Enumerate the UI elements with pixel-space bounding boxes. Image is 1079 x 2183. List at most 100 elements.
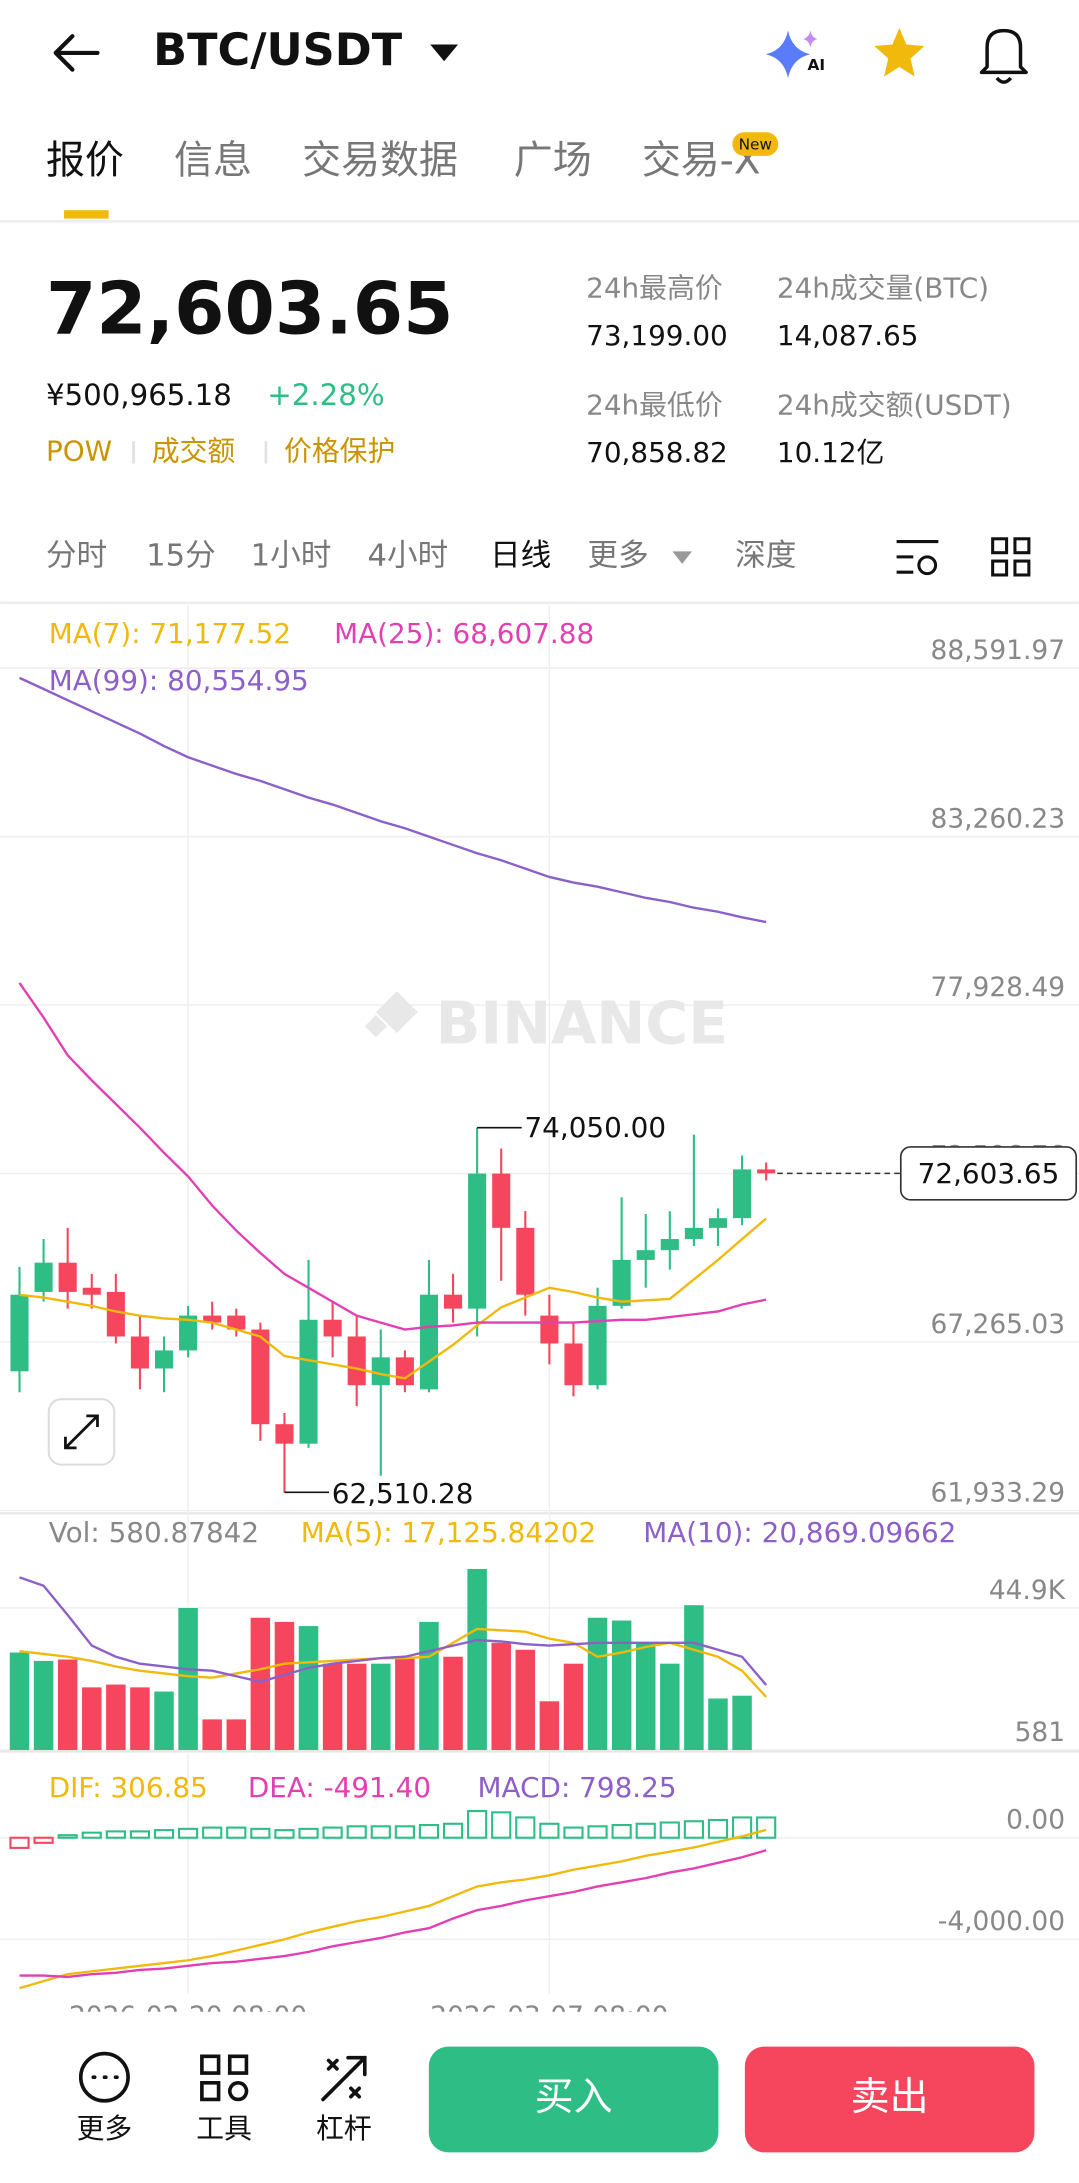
tab[interactable]: 交易数据 [302,138,458,183]
volume-bar [33,1660,54,1751]
tool-icon[interactable] [200,2054,249,2102]
macd-bar [153,1829,175,1839]
candle-body [516,1227,535,1295]
stat-label: 24h成交额(USDT) [777,389,1012,422]
legend-entry: MA(7): 71,177.52 [49,617,291,650]
expand-button[interactable] [47,1398,116,1466]
volume-bar [154,1691,174,1751]
volume-bar [202,1719,222,1751]
candle-body [203,1315,222,1323]
volume-bar [515,1649,536,1751]
y-tick-label: 61,933.29 [931,1477,1066,1508]
expand-icon [64,1414,99,1450]
sell-label: 卖出 [851,2075,929,2120]
interval[interactable]: 更多 [588,538,649,573]
volume-bar [274,1621,295,1751]
volume-bar [57,1659,78,1751]
tool-icon[interactable] [78,2051,130,2103]
candle-body [588,1305,607,1386]
buy-button[interactable] [428,2046,719,2153]
ma-line [19,1849,767,1979]
ai-button[interactable]: AI [765,30,825,78]
candle-body [275,1424,294,1444]
macd-bar [418,1824,440,1839]
macd-bar [731,1816,753,1839]
candle-body [636,1250,655,1260]
tag[interactable]: 价格保护 [284,434,395,467]
y-tick-label: 88,591.97 [931,635,1066,666]
volume-bar [708,1698,728,1751]
notification-button[interactable] [979,28,1028,84]
interval[interactable]: 日线 [490,538,551,573]
sell-button[interactable] [744,2046,1035,2153]
ma-line [19,676,767,924]
ma-line [19,1828,767,1990]
volume-bar [178,1607,198,1751]
interval[interactable]: 15分 [146,538,216,573]
volume-bar [467,1568,487,1751]
volume-bar [539,1701,560,1751]
favorite-button[interactable] [874,27,925,77]
macd-bar [250,1827,271,1839]
interval[interactable]: 深度 [735,538,796,573]
stat-value: 14,087.65 [777,319,919,352]
macd-bar [707,1818,729,1839]
pair-title[interactable]: BTC/USDT [153,24,403,76]
candle-body [757,1169,776,1174]
tag[interactable]: POW [46,434,112,467]
back-button[interactable] [53,34,100,72]
volume-bar [9,1652,30,1751]
macd-bar [467,1810,488,1839]
volume-bar [587,1617,608,1751]
candle-body [130,1336,149,1369]
candle-body [564,1343,583,1386]
interval[interactable]: 分时 [46,538,107,573]
legend-entry: MA(10): 20,869.09662 [643,1516,956,1549]
volume-bar [443,1656,463,1751]
macd-bar [515,1816,536,1839]
fiat-price: ¥500,965.18 [46,378,232,412]
legend-entry: MA(99): 80,554.95 [49,664,309,697]
watermark: BINANCE [436,990,728,1058]
watermark-logo [364,991,418,1038]
macd-bar [635,1822,656,1839]
volume-bar [660,1663,680,1751]
candle-body [443,1294,463,1309]
stat-value: 70,858.82 [586,436,728,469]
candle-body [492,1173,511,1228]
tab[interactable]: 报价 [46,138,124,183]
interval-dropdown[interactable] [672,551,692,564]
interval[interactable]: 4小时 [368,538,449,573]
macd-bar [346,1825,367,1839]
price-box [899,1146,1078,1201]
interval[interactable]: 1小时 [251,538,332,573]
macd-bar [226,1826,247,1839]
tag[interactable]: 成交额 [152,434,236,467]
volume-bar [732,1695,752,1751]
last-price: 72,603.65 [46,267,454,351]
y-tick-label: 44.9K [989,1575,1066,1606]
legend-entry: DEA: -491.40 [248,1771,431,1804]
macd-bar [202,1826,223,1839]
tool-icon[interactable] [321,2055,367,2102]
badge-bg [732,132,779,156]
candle-body [540,1315,559,1344]
volume-bar [395,1656,415,1751]
layout-button[interactable] [991,537,1031,577]
volume-bar [106,1684,126,1751]
tab[interactable]: 广场 [514,138,592,183]
macd-bar [587,1825,608,1839]
volume-label: Vol: 580.87842 [49,1516,259,1549]
macd-bar [659,1821,680,1839]
tool-label: 杠杆 [316,2112,372,2145]
macd-bar [129,1830,151,1839]
volume-bar [298,1626,319,1751]
pair-dropdown[interactable] [430,44,459,62]
candle-body [347,1336,366,1386]
tab[interactable]: 信息 [174,138,252,183]
candle-body [395,1357,414,1386]
low-label: 62,510.28 [332,1477,474,1510]
indicator-settings[interactable] [896,540,939,576]
volume-bar [250,1617,271,1751]
